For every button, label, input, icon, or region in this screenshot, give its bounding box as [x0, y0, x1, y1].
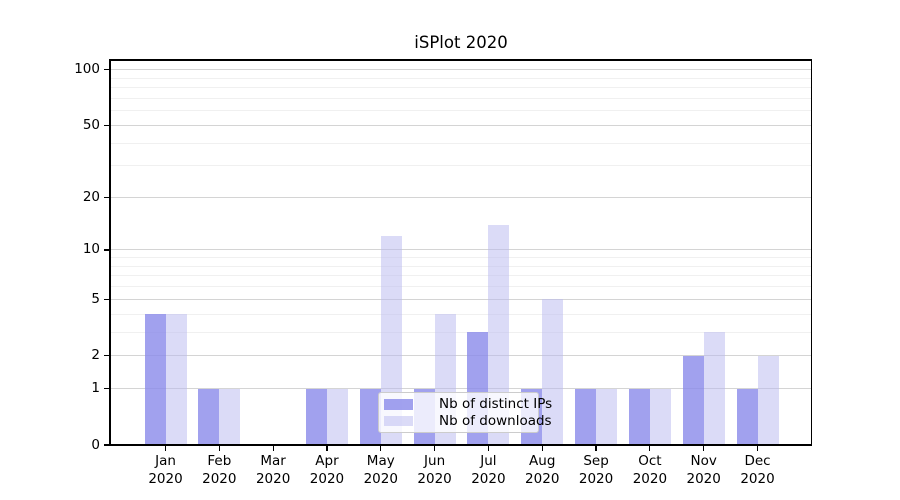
x-tick-label-jan: Jan 2020 [148, 453, 183, 487]
legend-item-distinct-ips: Nb of distinct IPs [384, 396, 552, 413]
gridline-minor-7 [110, 275, 812, 277]
spine-top [109, 59, 813, 61]
gridline-minor-90 [110, 77, 812, 79]
x-tick-nov [703, 445, 705, 451]
x-tick-oct [649, 445, 651, 451]
gridline-50 [110, 124, 812, 126]
x-tick-jan [164, 445, 167, 451]
x-tick-aug [541, 445, 543, 451]
legend-item-downloads: Nb of downloads [384, 413, 552, 430]
x-tick-label-may: May 2020 [363, 453, 398, 487]
y-tick-label-1: 1 [91, 380, 100, 397]
x-tick-label-jun: Jun 2020 [417, 453, 452, 487]
gridline-1 [110, 388, 812, 390]
gridline-minor-60 [110, 110, 812, 112]
y-tick-label-10: 10 [82, 241, 100, 258]
x-tick-label-apr: Apr 2020 [309, 453, 345, 487]
gridline-minor-30 [110, 165, 812, 167]
y-tick-2 [104, 355, 110, 357]
y-tick-label-5: 5 [91, 290, 100, 307]
gridline-minor-4 [110, 313, 812, 315]
chart-title: iSPlot 2020 [414, 33, 508, 52]
bar-downloads-oct [649, 388, 671, 446]
y-tick-50 [104, 124, 110, 126]
gridline-minor-9 [110, 257, 812, 259]
gridline-5 [110, 298, 812, 300]
gridline-minor-8 [110, 265, 812, 267]
legend-label-distinct-ips: Nb of distinct IPs [439, 396, 553, 413]
bar-distinct-ips-sep [575, 388, 597, 446]
x-tick-jun [434, 445, 436, 451]
y-tick-label-0: 0 [91, 436, 100, 453]
x-tick-sep [595, 445, 597, 451]
bar-downloads-nov [703, 332, 725, 446]
bar-downloads-aug [542, 299, 564, 446]
y-tick-label-50: 50 [82, 116, 100, 133]
x-tick-dec [756, 445, 759, 451]
y-tick-5 [104, 298, 110, 300]
bar-distinct-ips-feb [198, 388, 220, 446]
legend-label-downloads: Nb of downloads [439, 412, 552, 429]
bar-distinct-ips-oct [628, 388, 650, 446]
gridline-minor-80 [110, 87, 812, 89]
x-tick-label-feb: Feb 2020 [202, 453, 237, 487]
bar-downloads-sep [596, 388, 618, 446]
x-tick-label-aug: Aug 2020 [525, 453, 560, 487]
spine-bottom [109, 444, 813, 446]
bar-distinct-ips-apr [305, 388, 327, 446]
x-tick-may [380, 445, 382, 451]
legend: Nb of distinct IPs Nb of downloads [378, 392, 552, 433]
bar-distinct-ips-nov [682, 355, 704, 446]
gridline-10 [110, 249, 812, 251]
y-tick-1 [104, 388, 110, 390]
y-tick-label-100: 100 [74, 61, 100, 78]
bar-distinct-ips-may [359, 388, 381, 446]
bar-distinct-ips-dec [736, 388, 758, 446]
y-tick-100 [104, 69, 110, 71]
y-tick-label-20: 20 [82, 188, 100, 205]
bar-downloads-jan [165, 314, 187, 446]
gridline-20 [110, 196, 812, 198]
bar-distinct-ips-jan [144, 314, 166, 446]
x-tick-label-sep: Sep 2020 [578, 453, 614, 487]
legend-swatch-downloads [384, 415, 413, 426]
x-tick-label-jul: Jul 2020 [471, 453, 506, 487]
gridline-100 [110, 69, 812, 71]
x-tick-label-nov: Nov 2020 [686, 453, 721, 487]
y-tick-20 [104, 196, 110, 198]
y-tick-0 [104, 444, 110, 446]
x-tick-label-dec: Dec 2020 [740, 453, 775, 487]
y-tick-label-2: 2 [91, 347, 100, 364]
spine-right [810, 59, 813, 446]
x-tick-mar [272, 445, 274, 451]
bar-downloads-jul [488, 224, 510, 446]
gridline-minor-6 [110, 286, 812, 288]
legend-swatch-distinct-ips [384, 399, 413, 410]
gridline-2 [110, 355, 812, 357]
bar-downloads-feb [219, 388, 241, 446]
spine-left [109, 59, 111, 446]
y-tick-10 [104, 249, 110, 251]
x-tick-label-mar: Mar 2020 [255, 453, 291, 487]
bar-downloads-apr [326, 388, 348, 446]
x-tick-jul [487, 445, 489, 451]
gridline-minor-3 [110, 331, 812, 333]
x-tick-label-oct: Oct 2020 [632, 453, 668, 487]
gridline-minor-40 [110, 142, 812, 144]
bar-downloads-dec [757, 355, 779, 446]
x-tick-feb [218, 445, 220, 451]
x-tick-apr [326, 445, 328, 451]
gridline-minor-70 [110, 97, 812, 99]
